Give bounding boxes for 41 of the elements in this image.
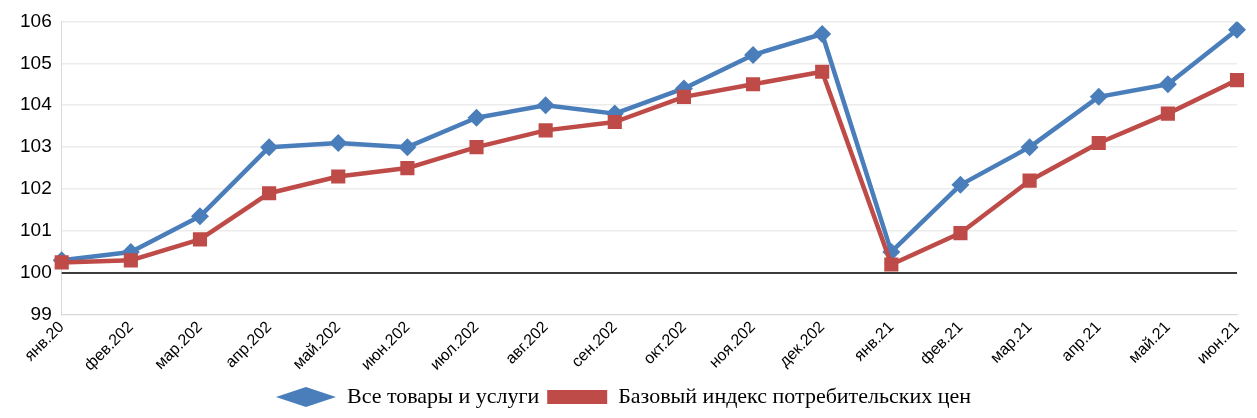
point: [607, 114, 622, 130]
point: [1091, 135, 1106, 151]
point: [260, 138, 279, 157]
y-tick-label: 105: [20, 51, 52, 73]
legend-label: Базовый индекс потребительских цен: [618, 382, 972, 408]
point: [329, 133, 348, 152]
point: [1020, 138, 1039, 157]
point: [536, 96, 555, 115]
point: [953, 225, 968, 241]
point: [1228, 21, 1246, 39]
point: [1158, 75, 1177, 94]
point: [1089, 87, 1108, 106]
point: [815, 64, 830, 79]
y-tick-label: 102: [20, 177, 52, 199]
point: [400, 161, 415, 176]
point: [884, 257, 899, 272]
point: [331, 169, 346, 184]
y-tick-label: 99: [30, 303, 52, 325]
point: [467, 108, 486, 127]
y-tick-label: 101: [20, 219, 52, 241]
point: [1160, 106, 1175, 121]
point: [398, 138, 417, 157]
point: [1229, 73, 1245, 88]
point: [123, 253, 138, 268]
point: [469, 140, 484, 155]
y-tick-label: 104: [20, 93, 53, 115]
point: [951, 175, 970, 194]
legend-label: Все товары и услуги: [346, 382, 540, 408]
point: [538, 123, 553, 138]
point: [190, 207, 209, 226]
y-tick-label: 106: [20, 9, 52, 31]
y-tick-label: 100: [20, 261, 52, 283]
point: [54, 255, 69, 270]
point: [745, 77, 761, 92]
point: [262, 186, 277, 201]
y-tick-label: 103: [20, 135, 52, 157]
point: [813, 24, 832, 43]
point: [1022, 173, 1037, 188]
point: [192, 232, 208, 247]
point: [744, 45, 763, 64]
point: [676, 89, 691, 104]
